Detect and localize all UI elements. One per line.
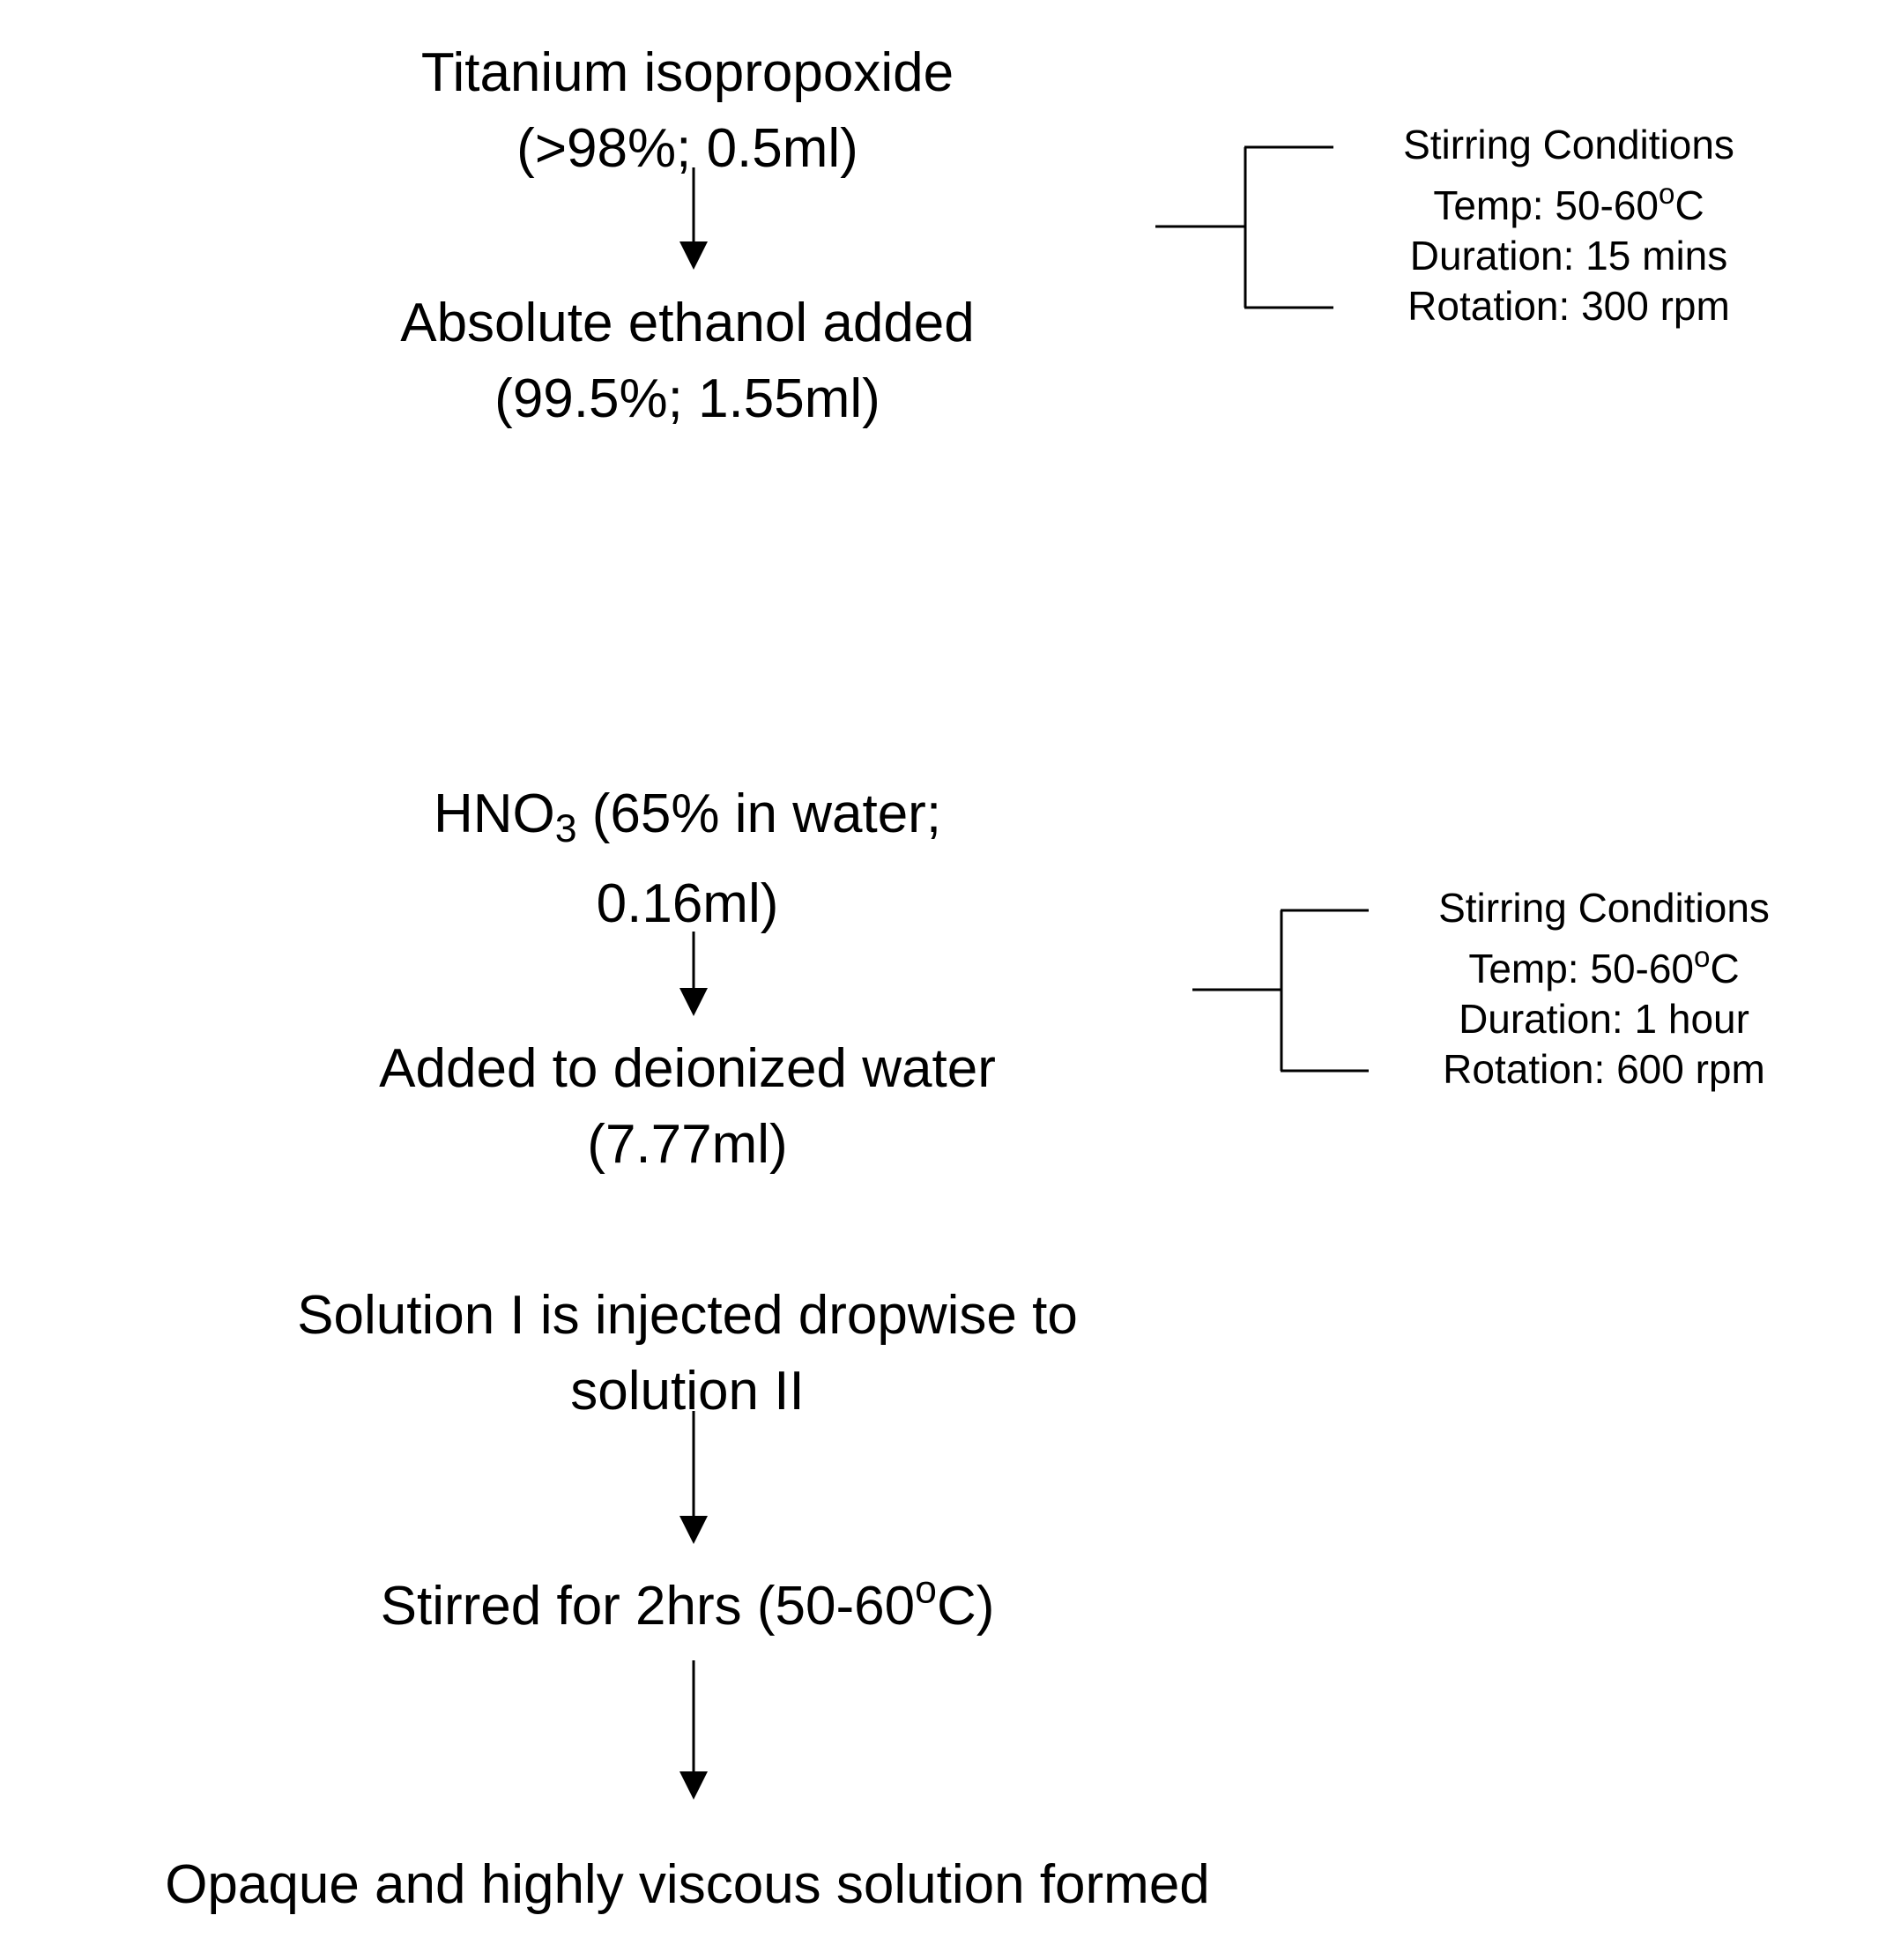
step-7-line-1: Opaque and highly viscous solution forme… [165,1854,1210,1915]
degree-symbol: o [915,1568,937,1612]
conditions-rotation: Rotation: 600 rpm [1443,1046,1765,1092]
bracket-1 [1155,145,1333,309]
degree-symbol: o [1694,940,1711,974]
step-absolute-ethanol: Absolute ethanol added (99.5%; 1.55ml) [247,286,1128,437]
conditions-temp: Temp: 50-60oC [1340,177,1798,231]
step-solution-injection: Solution I is injected dropwise to solut… [150,1278,1225,1429]
step-4-line-2: (7.77ml) [587,1114,788,1175]
bracket-2 [1192,909,1369,1073]
arrow-1-head [679,241,708,270]
step-final-solution: Opaque and highly viscous solution forme… [106,1847,1269,1923]
temp-prefix: Temp: 50-60 [1433,182,1660,228]
degree-symbol: o [1659,177,1675,211]
step-1-line-1: Titanium isopropoxide [420,42,954,103]
stirring-conditions-2: Stirring Conditions Temp: 50-60oC Durati… [1375,883,1833,1095]
step-2-line-2: (99.5%; 1.55ml) [494,368,880,429]
conditions-duration: Duration: 1 hour [1459,996,1749,1042]
arrow-3-head [679,1516,708,1544]
formula-subscript: 3 [554,807,577,851]
conditions-duration: Duration: 15 mins [1409,233,1728,278]
step-6-prefix: Stirred for 2hrs (50-60 [380,1576,916,1637]
step-3-line-1: HNO3 (65% in water; [247,769,1128,859]
temp-suffix: C [1674,182,1704,228]
formula-hno: HNO [433,783,555,844]
conditions-rotation: Rotation: 300 rpm [1407,283,1730,329]
step-deionized-water: Added to deionized water (7.77ml) [247,1031,1128,1183]
arrow-2-head [679,988,708,1016]
step-2-line-1: Absolute ethanol added [400,293,975,353]
step-5-line-2: solution II [570,1361,805,1422]
step-6-line-1: Stirred for 2hrs (50-60oC) [247,1569,1128,1644]
conditions-title: Stirring Conditions [1438,885,1770,931]
step-6-suffix: C) [936,1576,995,1637]
step-3-line-1-rest: (65% in water; [576,783,942,844]
step-stirred: Stirred for 2hrs (50-60oC) [247,1569,1128,1644]
temp-suffix: C [1710,946,1740,991]
stirring-conditions-1: Stirring Conditions Temp: 50-60oC Durati… [1340,120,1798,331]
conditions-temp: Temp: 50-60oC [1375,940,1833,994]
arrow-4-head [679,1771,708,1800]
step-nitric-acid: HNO3 (65% in water; 0.16ml) [247,769,1128,949]
step-titanium-isopropoxide: Titanium isopropoxide (>98%; 0.5ml) [247,35,1128,187]
conditions-title: Stirring Conditions [1403,122,1734,167]
step-5-line-1: Solution I is injected dropwise to [297,1285,1078,1346]
step-1-line-2: (>98%; 0.5ml) [516,118,858,179]
step-3-line-2: 0.16ml) [596,873,779,934]
step-4-line-1: Added to deionized water [379,1038,996,1099]
temp-prefix: Temp: 50-60 [1468,946,1695,991]
